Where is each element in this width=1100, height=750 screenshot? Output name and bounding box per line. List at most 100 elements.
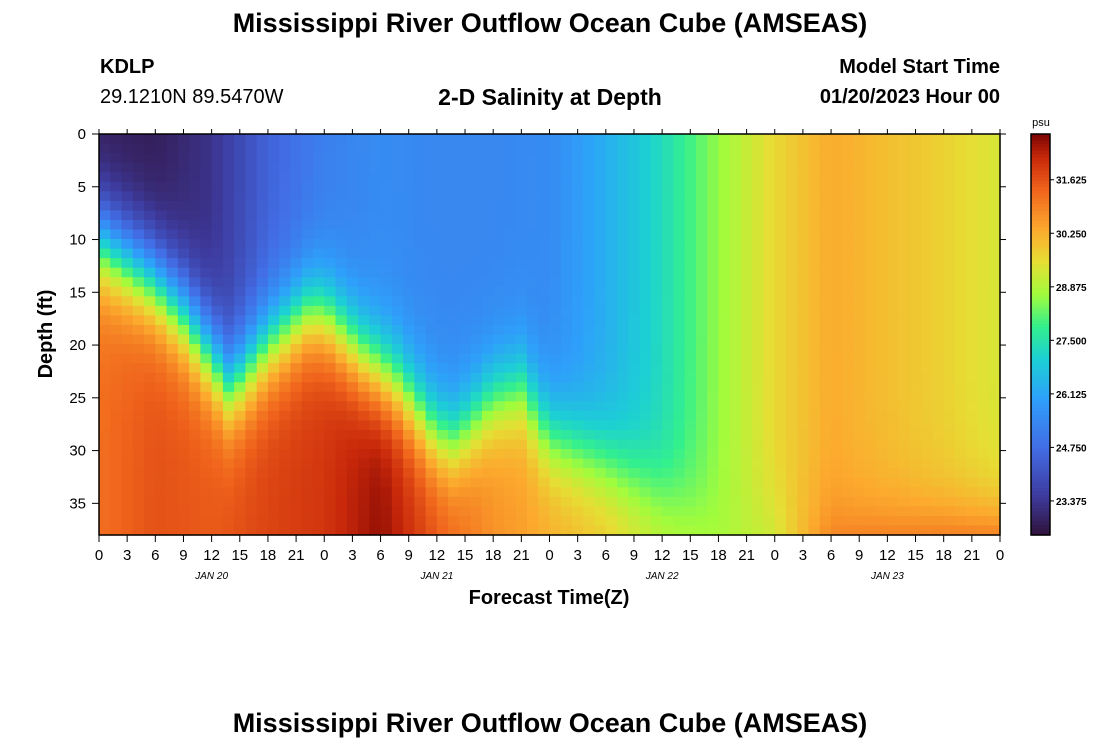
heatmap-cell: [842, 315, 855, 326]
heatmap-cell: [436, 344, 449, 355]
heatmap-cell: [301, 324, 314, 336]
heatmap-cell: [245, 506, 258, 517]
heatmap-cell: [403, 429, 415, 441]
heatmap-cell: [650, 477, 663, 488]
heatmap-cell: [831, 143, 843, 154]
heatmap-cell: [662, 143, 674, 154]
heatmap-cell: [954, 200, 967, 211]
heatmap-cell: [121, 324, 134, 336]
heatmap-cell: [155, 172, 168, 183]
colorbar-segment: [1031, 307, 1050, 312]
heatmap-cell: [673, 296, 686, 307]
heatmap-cell: [279, 449, 292, 460]
heatmap-cell: [144, 219, 156, 231]
heatmap-cell: [99, 200, 111, 211]
heatmap-cell: [256, 172, 269, 183]
heatmap-cell: [628, 305, 641, 317]
date-label: JAN 22: [645, 571, 679, 582]
colorbar-frame: [1030, 133, 1051, 536]
heatmap-cell: [234, 286, 247, 297]
heatmap-cell: [448, 525, 460, 536]
heatmap-cell: [560, 410, 573, 422]
heatmap-cell: [403, 277, 415, 288]
heatmap-cell: [707, 506, 720, 517]
heatmap-cell: [493, 181, 506, 192]
heatmap-cell: [876, 515, 888, 527]
heatmap-cell: [594, 267, 607, 278]
heatmap-cell: [988, 458, 1001, 469]
heatmap-cell: [301, 153, 314, 164]
x-tick-label: 3: [799, 547, 807, 564]
heatmap-cell: [977, 372, 990, 383]
heatmap-cell: [245, 219, 258, 231]
heatmap-cell: [110, 296, 123, 307]
heatmap-cell: [324, 172, 337, 183]
heatmap-cell: [786, 515, 798, 527]
heatmap-cell: [864, 372, 877, 383]
heatmap-cell: [132, 162, 145, 173]
heatmap-cell: [639, 248, 652, 259]
heatmap-cell: [481, 420, 494, 431]
heatmap-cell: [234, 296, 247, 307]
heatmap-cell: [797, 296, 810, 307]
heatmap-cell: [324, 449, 337, 460]
heatmap-cell: [414, 296, 427, 307]
heatmap-cell: [831, 458, 843, 469]
heatmap-cell: [763, 477, 776, 488]
heatmap-cell: [763, 506, 776, 517]
heatmap-cell: [290, 296, 303, 307]
heatmap-cell: [110, 382, 123, 393]
heatmap-cell: [470, 439, 483, 450]
heatmap-cell: [673, 363, 686, 374]
heatmap-cell: [673, 191, 686, 202]
heatmap-cell: [572, 458, 584, 469]
heatmap-cell: [256, 267, 269, 278]
heatmap-cell: [200, 248, 213, 259]
heatmap-cell: [797, 239, 810, 250]
heatmap-cell: [842, 506, 855, 517]
heatmap-cell: [110, 286, 123, 297]
heatmap-cell: [301, 477, 314, 488]
heatmap-cell: [594, 258, 607, 269]
heatmap-cell: [752, 258, 765, 269]
heatmap-cell: [943, 477, 956, 488]
heatmap-cell: [752, 439, 765, 450]
heatmap-cell: [864, 391, 877, 402]
heatmap-cell: [144, 496, 156, 507]
heatmap-cell: [414, 439, 427, 450]
heatmap-cell: [673, 267, 686, 278]
heatmap-cell: [729, 200, 742, 211]
heatmap-cell: [470, 382, 483, 393]
heatmap-cell: [628, 229, 641, 240]
heatmap-cell: [166, 468, 179, 479]
heatmap-cell: [876, 496, 888, 507]
heatmap-cell: [707, 382, 720, 393]
heatmap-cell: [977, 239, 990, 250]
heatmap-cell: [684, 477, 697, 488]
heatmap-cell: [549, 449, 562, 460]
heatmap-cell: [639, 515, 652, 527]
heatmap-cell: [977, 334, 990, 345]
heatmap-cell: [267, 286, 280, 297]
heatmap-cell: [729, 344, 742, 355]
heatmap-cell: [121, 344, 134, 355]
heatmap-cell: [977, 458, 990, 469]
heatmap-cell: [853, 496, 866, 507]
heatmap-cell: [245, 372, 258, 383]
heatmap-cell: [155, 334, 168, 345]
heatmap-cell: [493, 401, 506, 412]
heatmap-cell: [684, 515, 697, 527]
heatmap-cell: [267, 391, 280, 402]
heatmap-cell: [921, 439, 934, 450]
heatmap-cell: [707, 143, 720, 154]
heatmap-cell: [358, 468, 370, 479]
heatmap-cell: [977, 315, 990, 326]
heatmap-cell: [831, 181, 843, 192]
heatmap-cell: [121, 277, 134, 288]
x-tick-label: 9: [179, 547, 187, 564]
heatmap-cell: [380, 210, 393, 221]
heatmap-cell: [943, 525, 956, 536]
heatmap-cell: [684, 334, 697, 345]
heatmap-cell: [628, 420, 641, 431]
colorbar-segment: [1031, 374, 1050, 379]
